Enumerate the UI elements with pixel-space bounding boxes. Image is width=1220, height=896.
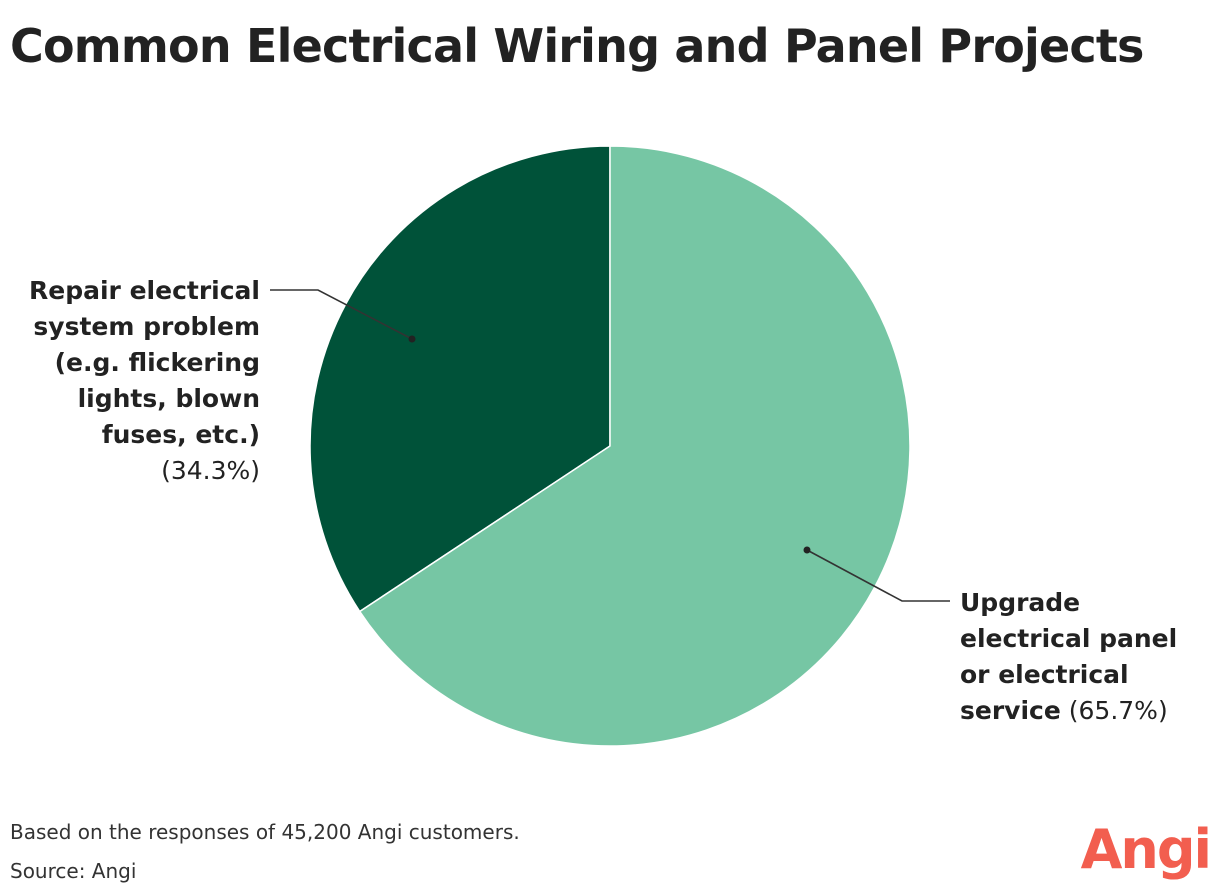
- angi-logo: Angi: [1080, 818, 1212, 881]
- leader-line-upgrade-dot: [803, 546, 811, 554]
- slice-label-upgrade: Upgrade electrical panel or electrical s…: [960, 585, 1215, 729]
- pie-slice-upgrade: [358, 145, 911, 747]
- footnote-source: Source: Angi: [10, 859, 137, 883]
- chart-title: Common Electrical Wiring and Panel Proje…: [10, 19, 1144, 73]
- slice-label-upgrade-name: Upgrade electrical panel or electrical s…: [960, 588, 1178, 725]
- leader-line-repair-dot: [408, 335, 416, 343]
- slice-label-repair: Repair electrical system problem (e.g. f…: [0, 273, 260, 489]
- leader-line-upgrade: [806, 549, 950, 602]
- footnote-sample: Based on the responses of 45,200 Angi cu…: [10, 820, 520, 844]
- slice-label-upgrade-value: (65.7%): [1068, 696, 1168, 725]
- leader-line-repair: [270, 289, 413, 340]
- slice-label-repair-value: (34.3%): [161, 456, 260, 485]
- slice-label-repair-name: Repair electrical system problem (e.g. f…: [29, 276, 260, 449]
